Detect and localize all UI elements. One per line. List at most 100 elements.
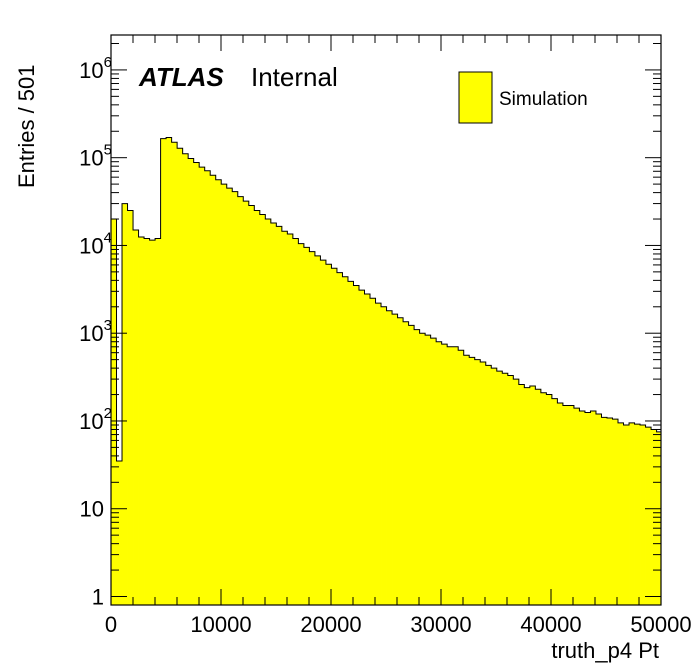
histogram-bar <box>287 234 294 606</box>
x-tick-label: 0 <box>105 612 117 637</box>
histogram-bar <box>612 419 619 605</box>
x-axis-title: truth_p4 Pt <box>551 638 659 663</box>
histogram-bar <box>551 398 558 605</box>
legend-swatch-simulation <box>458 71 493 124</box>
histogram-bar <box>336 272 343 605</box>
histogram-bar <box>370 298 376 605</box>
histogram-bar <box>618 422 624 605</box>
histogram-bar <box>590 410 597 605</box>
histogram-bar <box>573 408 580 605</box>
histogram-bar <box>458 350 465 605</box>
histogram-bar <box>546 394 553 605</box>
y-tick-label: 106 <box>79 54 112 83</box>
histogram-bar <box>629 422 635 605</box>
y-tick-label: 105 <box>79 142 112 171</box>
histogram-bar <box>281 231 288 605</box>
histogram-bar <box>215 179 222 605</box>
histogram-bar <box>171 142 178 605</box>
histogram-bar <box>160 138 167 605</box>
x-tick-label: 40000 <box>520 612 581 637</box>
histogram-bar <box>529 386 536 605</box>
histogram-bar <box>645 427 652 605</box>
histogram-bar <box>397 317 404 605</box>
histogram-bar <box>425 335 432 605</box>
histogram-bar <box>144 238 150 605</box>
histogram-bar <box>601 417 608 605</box>
histogram-bar <box>182 153 189 605</box>
histogram-bar <box>524 387 531 605</box>
histogram-bar <box>579 410 586 605</box>
histogram-bar <box>452 346 459 605</box>
histogram-bar <box>259 214 266 606</box>
histogram-bar <box>232 191 239 606</box>
histogram-bar <box>116 460 123 605</box>
histogram-bar <box>199 167 206 605</box>
histogram-bar <box>480 361 487 605</box>
histogram-bar <box>496 371 503 605</box>
histogram-bar <box>111 219 117 605</box>
histogram-bar <box>386 310 393 605</box>
histogram-bar <box>265 219 272 605</box>
histogram-bar <box>248 205 255 605</box>
histogram-bar <box>193 162 200 605</box>
histogram-bar <box>347 281 354 605</box>
y-tick-label: 10 <box>80 497 104 522</box>
histogram-bar <box>436 341 443 605</box>
x-tick-label: 30000 <box>410 612 471 637</box>
histogram-bar <box>513 379 520 605</box>
histogram-bar <box>314 255 321 605</box>
histogram-bar <box>204 170 211 605</box>
histogram-bar <box>298 243 305 605</box>
histogram-bar <box>656 431 662 605</box>
histogram-bar <box>127 210 134 605</box>
histogram-bar <box>535 389 542 605</box>
histogram-bar <box>353 285 360 605</box>
y-tick-label: 104 <box>79 229 112 258</box>
histogram-bar <box>320 260 327 605</box>
histogram-bar <box>303 247 310 605</box>
histogram-bar <box>392 314 398 605</box>
histogram-bar <box>447 346 454 605</box>
histogram-bar <box>507 375 514 605</box>
y-axis-title: Entries / 501 <box>14 64 39 188</box>
histogram-bar <box>540 392 547 605</box>
histogram-bar <box>270 223 277 606</box>
x-tick-label: 50000 <box>630 612 691 637</box>
histogram-bar <box>441 344 448 605</box>
axis-ticks <box>110 35 662 605</box>
histogram-bar <box>138 236 145 605</box>
histogram-bar <box>584 412 591 605</box>
histogram-bar <box>491 368 498 605</box>
histogram-bar <box>254 210 261 605</box>
histogram-bar <box>640 424 646 605</box>
histogram-bar <box>518 384 525 605</box>
histogram-bar <box>403 321 409 605</box>
histogram-bar <box>188 158 195 605</box>
atlas-label-bold: ATLAS <box>138 62 224 92</box>
y-tick-label: 103 <box>79 317 112 346</box>
histogram-bar <box>474 359 481 605</box>
histogram-bar <box>177 148 184 605</box>
histogram-outline <box>110 136 661 605</box>
histogram-bar <box>375 303 382 605</box>
histogram-bar <box>358 290 365 605</box>
histogram-bar <box>419 333 426 605</box>
legend: Simulation <box>458 71 588 124</box>
histogram-bar <box>342 276 349 605</box>
histogram-bar <box>595 414 602 605</box>
histogram-bar <box>155 238 161 605</box>
histogram-bar <box>502 373 509 605</box>
histogram-bar <box>381 306 387 605</box>
histogram-bar <box>309 251 316 605</box>
histogram-bar <box>485 365 492 605</box>
y-tick-label: 1 <box>92 584 104 609</box>
histogram-bar <box>606 418 613 605</box>
y-tick-label: 102 <box>79 405 112 434</box>
histogram-bars <box>110 136 662 606</box>
histogram-bar <box>430 338 437 605</box>
histogram-bar <box>122 203 128 605</box>
histogram-bar <box>325 264 332 605</box>
x-tick-label: 20000 <box>300 612 361 637</box>
histogram-bar <box>221 184 228 605</box>
